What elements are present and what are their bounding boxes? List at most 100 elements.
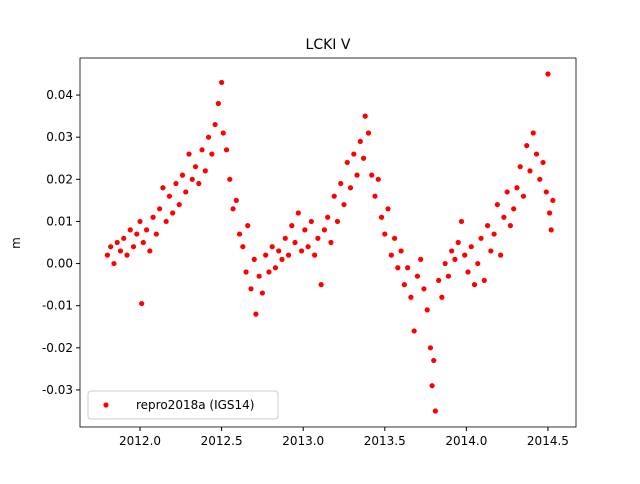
point <box>302 227 308 233</box>
point <box>418 256 424 262</box>
point <box>449 248 455 254</box>
y-tick-label: 0.03 <box>46 130 73 144</box>
point <box>318 282 324 288</box>
y-tick-label: -0.03 <box>42 383 73 397</box>
point <box>398 248 404 254</box>
x-tick-label: 2013.5 <box>364 434 406 448</box>
point <box>465 269 471 275</box>
point <box>439 294 445 300</box>
x-tick-label: 2014.0 <box>445 434 487 448</box>
x-tick-label: 2014.5 <box>527 434 569 448</box>
point <box>395 265 401 271</box>
point <box>351 151 357 157</box>
point <box>243 269 249 275</box>
point <box>227 176 233 182</box>
point <box>533 151 540 157</box>
point <box>491 231 497 237</box>
point <box>347 185 354 191</box>
point <box>411 328 417 334</box>
point <box>139 300 145 307</box>
point <box>289 223 295 229</box>
point <box>253 311 259 317</box>
legend-marker <box>103 402 109 408</box>
point <box>183 189 189 195</box>
point <box>455 239 461 246</box>
point <box>212 121 218 128</box>
point <box>114 239 120 246</box>
point <box>431 357 437 364</box>
point <box>458 218 465 225</box>
point <box>315 235 321 241</box>
point <box>354 172 360 178</box>
point <box>147 248 153 254</box>
point <box>285 252 292 258</box>
y-tick-label: 0.01 <box>46 214 73 228</box>
point <box>215 100 221 107</box>
point <box>530 130 536 136</box>
point <box>537 176 543 182</box>
point <box>295 210 301 216</box>
point <box>236 231 243 237</box>
point <box>375 176 381 182</box>
point <box>344 159 350 166</box>
point <box>507 223 514 229</box>
point <box>127 227 133 233</box>
point <box>338 180 344 187</box>
legend-box <box>87 390 279 420</box>
point <box>362 113 368 119</box>
point <box>298 248 305 254</box>
point <box>341 201 347 208</box>
y-tick-label: 0.00 <box>46 257 73 271</box>
point <box>240 244 246 250</box>
point <box>382 231 388 237</box>
point <box>117 248 124 254</box>
point <box>269 244 275 250</box>
point <box>391 235 398 241</box>
point <box>186 151 192 157</box>
y-tick-label: 0.04 <box>46 88 73 102</box>
point <box>173 180 179 187</box>
point <box>504 189 510 195</box>
point <box>517 164 523 170</box>
point <box>104 252 111 258</box>
point <box>134 231 140 237</box>
point <box>484 223 491 229</box>
point <box>328 239 334 246</box>
point <box>282 235 288 241</box>
point <box>179 172 186 178</box>
point <box>498 252 504 258</box>
point <box>468 244 474 250</box>
point <box>192 164 199 170</box>
point <box>427 345 434 351</box>
point <box>385 206 391 212</box>
point <box>369 172 375 178</box>
point <box>251 256 257 262</box>
point <box>219 79 225 86</box>
point <box>150 214 156 220</box>
point <box>272 265 279 271</box>
point <box>205 134 212 140</box>
point <box>378 214 385 220</box>
point <box>527 168 533 174</box>
point <box>209 151 215 157</box>
point <box>481 277 487 284</box>
point <box>478 235 484 241</box>
point <box>163 218 169 225</box>
point <box>475 260 481 267</box>
point <box>550 197 556 203</box>
point <box>452 256 458 262</box>
point <box>140 239 146 246</box>
point <box>111 260 117 267</box>
y-tick-label: -0.02 <box>42 341 73 355</box>
point <box>263 252 269 258</box>
point <box>429 383 435 389</box>
x-tick-label: 2013.0 <box>282 434 324 448</box>
point <box>256 273 262 279</box>
point <box>143 227 150 233</box>
point <box>199 147 205 153</box>
point <box>170 210 176 216</box>
point <box>153 231 159 237</box>
point <box>196 180 202 187</box>
point <box>166 193 173 199</box>
point <box>331 193 337 199</box>
